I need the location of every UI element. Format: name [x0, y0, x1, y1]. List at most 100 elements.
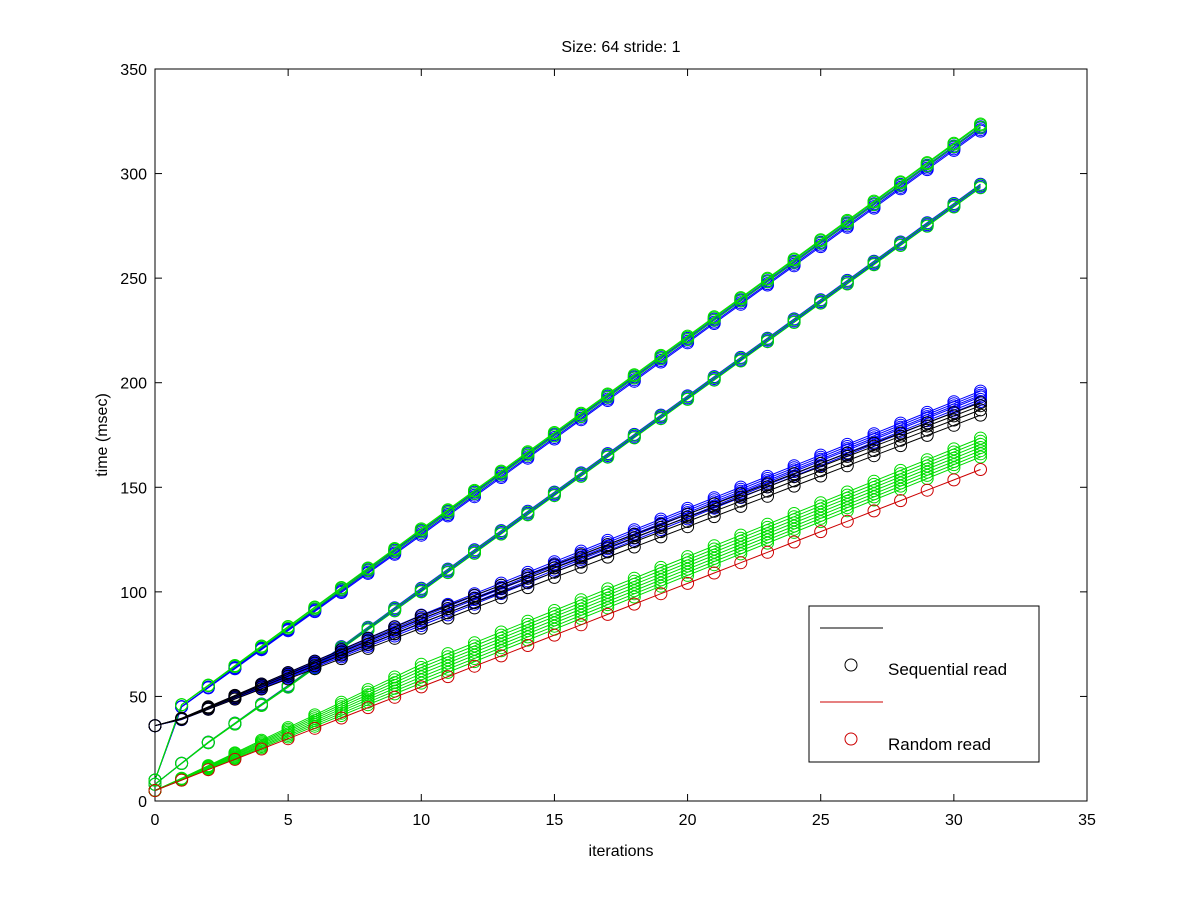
- data-point: [521, 581, 535, 595]
- data-point: [840, 449, 854, 463]
- data-point: [175, 773, 189, 787]
- data-point: [627, 431, 641, 445]
- data-point: [734, 487, 748, 501]
- data-point: [255, 639, 268, 653]
- data-point: [627, 571, 641, 585]
- data-point: [547, 558, 561, 572]
- data-point: [414, 609, 428, 623]
- data-point: [148, 784, 162, 797]
- data-point: [414, 522, 428, 536]
- data-point: [308, 654, 322, 668]
- data-point: [761, 469, 774, 483]
- data-point: [707, 371, 721, 384]
- data-point: [681, 576, 695, 590]
- data-point: [681, 392, 695, 406]
- data-point: [281, 721, 295, 735]
- data-point: [334, 643, 348, 657]
- data-point: [840, 454, 854, 468]
- data-point: [494, 649, 508, 663]
- data-point: [681, 550, 695, 564]
- data-point: [840, 277, 854, 291]
- data-point: [894, 426, 908, 440]
- data-point: [920, 219, 934, 233]
- data-point: [601, 538, 615, 552]
- data-point: [521, 445, 535, 459]
- data-point: [521, 568, 535, 582]
- data-point: [681, 507, 695, 521]
- y-tick-label: 200: [120, 376, 147, 393]
- data-point: [361, 564, 375, 578]
- x-tick-label: 30: [945, 812, 963, 829]
- data-point: [361, 561, 375, 575]
- data-point: [947, 140, 961, 154]
- data-point: [761, 484, 774, 498]
- data-point: [468, 596, 481, 610]
- data-point: [681, 553, 695, 567]
- data-point: [867, 474, 881, 488]
- data-point: [601, 448, 615, 461]
- data-point: [814, 496, 828, 510]
- data-point: [681, 510, 695, 524]
- data-point: [547, 561, 561, 575]
- data-point: [175, 757, 189, 770]
- data-point: [707, 510, 721, 524]
- series-line: [154, 405, 981, 727]
- y-axis-label: time (msec): [94, 393, 111, 477]
- data-point: [388, 542, 402, 555]
- data-point: [521, 575, 535, 589]
- data-point: [787, 313, 801, 327]
- data-point: [494, 628, 508, 642]
- data-point: [787, 470, 801, 484]
- data-point: [441, 566, 455, 580]
- data-point: [627, 371, 641, 385]
- data-point: [361, 641, 375, 655]
- data-point: [468, 483, 481, 497]
- data-point: [947, 413, 961, 427]
- data-point: [201, 700, 215, 714]
- data-point: [894, 467, 908, 481]
- data-point: [654, 560, 668, 574]
- x-tick-label: 25: [812, 812, 830, 829]
- x-tick-label: 10: [412, 812, 430, 829]
- data-point: [547, 486, 561, 500]
- legend: Sequential read Random read: [808, 605, 1040, 763]
- legend-marker-random: [844, 732, 858, 746]
- data-point: [228, 659, 242, 672]
- data-point: [681, 329, 695, 343]
- data-point: [654, 412, 668, 426]
- data-point: [627, 535, 641, 549]
- data-point: [441, 563, 455, 577]
- data-point: [974, 463, 987, 476]
- data-point: [414, 616, 428, 630]
- data-point: [787, 535, 801, 549]
- data-point: [627, 531, 641, 545]
- data-point: [468, 487, 481, 501]
- data-point: [468, 636, 481, 650]
- data-point: [947, 136, 961, 150]
- series-line: [154, 402, 981, 727]
- chart-title: Size: 64 stride: 1: [561, 39, 680, 56]
- data-point: [867, 194, 881, 208]
- data-point: [867, 255, 881, 269]
- data-point: [201, 678, 215, 692]
- x-tick-label: 5: [284, 812, 293, 829]
- data-point: [974, 120, 987, 134]
- data-point: [947, 473, 961, 487]
- data-point: [547, 429, 561, 443]
- data-point: [468, 591, 481, 605]
- data-point: [947, 442, 961, 456]
- data-point: [414, 585, 428, 599]
- data-point: [814, 499, 828, 513]
- data-point: [947, 395, 961, 409]
- y-tick-label: 150: [120, 480, 147, 497]
- data-point: [574, 544, 588, 558]
- data-point: [308, 600, 322, 614]
- data-point: [974, 117, 987, 131]
- data-point: [707, 504, 721, 518]
- data-point: [654, 517, 668, 531]
- data-point: [574, 469, 588, 483]
- data-point: [334, 652, 348, 666]
- series-line: [154, 437, 981, 791]
- data-point: [334, 695, 348, 709]
- data-point: [228, 688, 242, 702]
